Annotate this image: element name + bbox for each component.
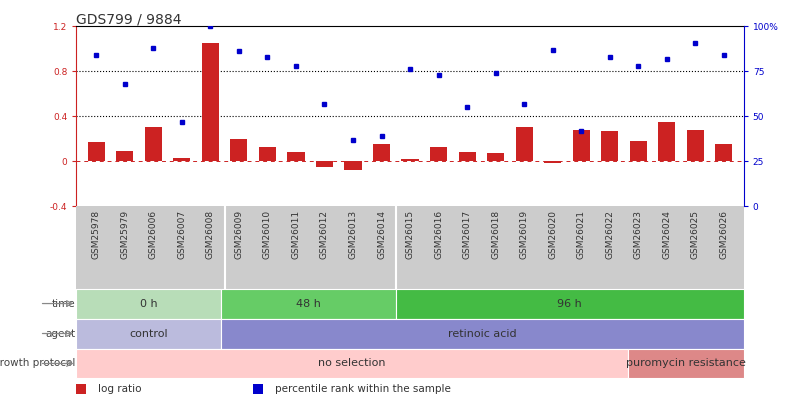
Bar bbox=[487, 153, 503, 161]
Text: GSM26026: GSM26026 bbox=[719, 210, 728, 259]
Bar bbox=[173, 158, 190, 161]
Bar bbox=[76, 288, 221, 318]
Text: GSM26012: GSM26012 bbox=[320, 210, 328, 259]
Bar bbox=[572, 130, 589, 161]
Bar bbox=[76, 318, 221, 348]
Text: percentile rank within the sample: percentile rank within the sample bbox=[275, 384, 450, 394]
Text: GSM26018: GSM26018 bbox=[491, 210, 499, 259]
Text: GSM25979: GSM25979 bbox=[120, 210, 129, 259]
Text: GSM25978: GSM25978 bbox=[92, 210, 100, 259]
Text: GSM26022: GSM26022 bbox=[605, 210, 613, 259]
Text: GSM26017: GSM26017 bbox=[462, 210, 471, 259]
Text: time: time bbox=[52, 298, 75, 309]
Bar bbox=[259, 147, 275, 161]
Text: puromycin resistance: puromycin resistance bbox=[625, 358, 744, 369]
Text: GSM26020: GSM26020 bbox=[548, 210, 556, 259]
Text: GSM26021: GSM26021 bbox=[576, 210, 585, 259]
Bar bbox=[221, 318, 743, 348]
Bar bbox=[395, 288, 743, 318]
Bar bbox=[316, 161, 332, 167]
Bar bbox=[658, 122, 675, 161]
Bar bbox=[221, 288, 395, 318]
Text: 96 h: 96 h bbox=[556, 298, 581, 309]
Bar bbox=[88, 142, 104, 161]
Bar bbox=[287, 152, 304, 161]
Bar bbox=[544, 161, 560, 164]
Bar bbox=[373, 144, 389, 161]
Text: GDS799 / 9884: GDS799 / 9884 bbox=[76, 12, 181, 26]
Text: log ratio: log ratio bbox=[98, 384, 141, 394]
Text: GSM26015: GSM26015 bbox=[405, 210, 414, 259]
Text: GSM26006: GSM26006 bbox=[149, 210, 157, 259]
Bar bbox=[145, 128, 161, 161]
Text: GSM26023: GSM26023 bbox=[633, 210, 642, 259]
Text: growth protocol: growth protocol bbox=[0, 358, 75, 369]
Bar bbox=[401, 159, 418, 161]
Text: GSM26025: GSM26025 bbox=[690, 210, 699, 259]
Text: retinoic acid: retinoic acid bbox=[448, 328, 516, 339]
Text: GSM26011: GSM26011 bbox=[291, 210, 300, 259]
Bar bbox=[430, 147, 446, 161]
Bar bbox=[458, 152, 475, 161]
Bar bbox=[686, 130, 703, 161]
Text: GSM26019: GSM26019 bbox=[519, 210, 528, 259]
Text: GSM26024: GSM26024 bbox=[662, 210, 671, 259]
Bar bbox=[627, 348, 743, 379]
Bar bbox=[76, 384, 86, 394]
Bar bbox=[230, 139, 247, 161]
Bar bbox=[202, 43, 218, 161]
Text: GSM26007: GSM26007 bbox=[177, 210, 186, 259]
Bar bbox=[715, 144, 732, 161]
Text: GSM26010: GSM26010 bbox=[263, 210, 271, 259]
Text: GSM26009: GSM26009 bbox=[234, 210, 243, 259]
Text: control: control bbox=[129, 328, 168, 339]
Text: agent: agent bbox=[46, 328, 75, 339]
Text: GSM26013: GSM26013 bbox=[348, 210, 357, 259]
Bar bbox=[253, 384, 263, 394]
Text: GSM26008: GSM26008 bbox=[206, 210, 214, 259]
Text: GSM26014: GSM26014 bbox=[377, 210, 385, 259]
Text: GSM26016: GSM26016 bbox=[434, 210, 442, 259]
Bar bbox=[601, 131, 618, 161]
Bar bbox=[629, 141, 646, 161]
Bar bbox=[76, 348, 627, 379]
Bar bbox=[344, 161, 361, 170]
Text: 0 h: 0 h bbox=[140, 298, 157, 309]
Bar bbox=[116, 151, 133, 161]
Bar bbox=[515, 128, 532, 161]
Text: no selection: no selection bbox=[318, 358, 385, 369]
Text: 48 h: 48 h bbox=[296, 298, 320, 309]
